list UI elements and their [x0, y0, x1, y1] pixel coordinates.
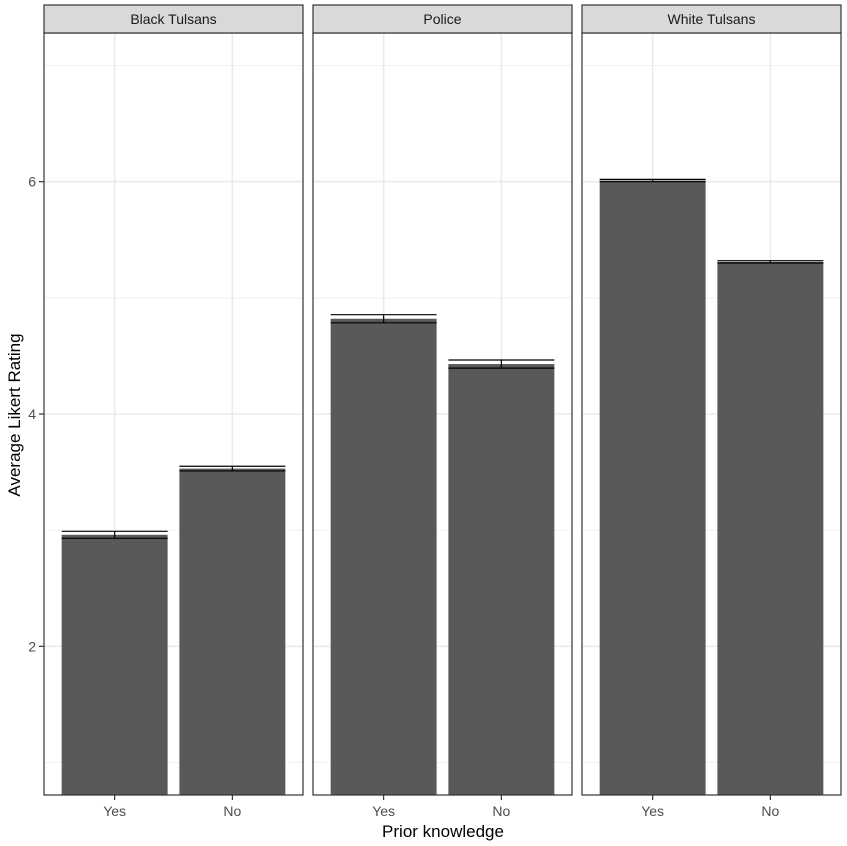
x-tick-label: Yes [641, 803, 664, 819]
y-axis-label: Average Likert Rating [5, 333, 24, 496]
bar-yes [61, 534, 168, 795]
error-bar-yes [599, 178, 706, 183]
x-tick-label: Yes [103, 803, 126, 819]
x-tick-label: No [761, 803, 779, 819]
bar-no [448, 364, 555, 795]
facet-title: Black Tulsans [130, 11, 216, 27]
error-bar-no [448, 359, 555, 369]
bar-yes [599, 180, 706, 795]
y-tick-label: 6 [28, 174, 36, 190]
facet-title: White Tulsans [668, 11, 756, 27]
error-bar-yes [330, 314, 437, 324]
facet-title: Police [423, 11, 461, 27]
x-tick-label: No [492, 803, 510, 819]
y-axis: 2 4 6 [28, 174, 44, 654]
error-bar-no [717, 260, 824, 264]
x-axis-label: Prior knowledge [382, 822, 504, 841]
y-tick-label: 4 [28, 406, 36, 422]
x-tick-label: Yes [372, 803, 395, 819]
bar-no [717, 261, 824, 796]
error-bar-yes [61, 530, 168, 539]
bar-yes [330, 318, 437, 795]
panel-3: White Tulsans Yes No [581, 4, 842, 819]
panel-1: Black Tulsans Yes No [43, 4, 304, 819]
facet-strip [581, 4, 842, 34]
y-tick-label: 2 [28, 638, 36, 654]
bar-no [179, 468, 286, 795]
panel-2: Police Yes No [312, 4, 573, 819]
error-bar-no [179, 465, 286, 472]
facet-strip [43, 4, 304, 34]
facet-strip [312, 4, 573, 34]
x-tick-label: No [223, 803, 241, 819]
